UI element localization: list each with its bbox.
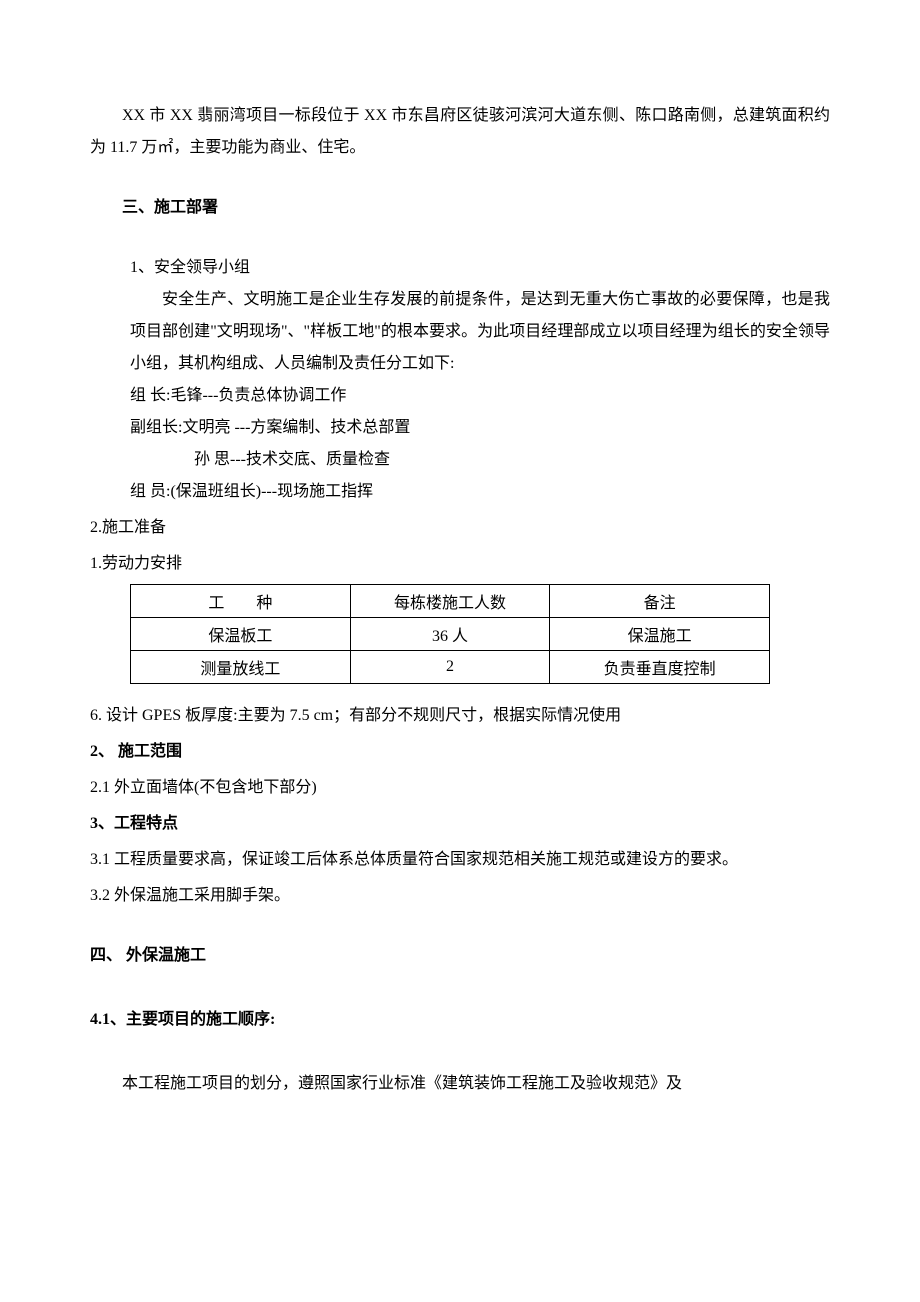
table-header-cell: 每栋楼施工人数 xyxy=(350,585,550,618)
s3-6-line: 6. 设计 GPES 板厚度:主要为 7.5 cm；有部分不规则尺寸，根据实际情… xyxy=(90,700,830,732)
labor-table: 工 种 每栋楼施工人数 备注 保温板工 36 人 保温施工 测量放线工 2 负责… xyxy=(130,584,770,684)
s2-title: 2、 施工范围 xyxy=(90,736,830,768)
table-header-cell: 备注 xyxy=(550,585,770,618)
s3-1-vice-leader-2: 孙 思---技术交底、质量检查 xyxy=(194,444,830,476)
table-row: 保温板工 36 人 保温施工 xyxy=(131,618,770,651)
table-cell: 测量放线工 xyxy=(131,651,351,684)
table-cell: 保温施工 xyxy=(550,618,770,651)
table-header-cell: 工 种 xyxy=(131,585,351,618)
table-cell: 36 人 xyxy=(350,618,550,651)
table-header-row: 工 种 每栋楼施工人数 备注 xyxy=(131,585,770,618)
s3-1-leader: 组 长:毛锋---负责总体协调工作 xyxy=(130,380,830,412)
s3-1-member: 组 员:(保温班组长)---现场施工指挥 xyxy=(130,476,830,508)
s3p-title: 3、工程特点 xyxy=(90,808,830,840)
s3p-2-line: 3.2 外保温施工采用脚手架。 xyxy=(90,880,830,912)
section-3-title: 三、施工部署 xyxy=(90,192,830,224)
s3-1-vice-leader: 副组长:文明亮 ---方案编制、技术总部置 xyxy=(130,412,830,444)
s4-1-paragraph: 本工程施工项目的划分，遵照国家行业标准《建筑装饰工程施工及验收规范》及 xyxy=(90,1068,830,1100)
s2-1-line: 2.1 外立面墙体(不包含地下部分) xyxy=(90,772,830,804)
s3p-1-line: 3.1 工程质量要求高，保证竣工后体系总体质量符合国家规范相关施工规范或建设方的… xyxy=(90,844,830,876)
s4-1-title: 4.1、主要项目的施工顺序: xyxy=(90,1004,830,1036)
table-cell: 保温板工 xyxy=(131,618,351,651)
s3-1-paragraph: 安全生产、文明施工是企业生存发展的前提条件，是达到无重大伤亡事故的必要保障，也是… xyxy=(130,284,830,380)
table-cell: 2 xyxy=(350,651,550,684)
s3-1-title: 1、安全领导小组 xyxy=(130,252,830,284)
table-row: 测量放线工 2 负责垂直度控制 xyxy=(131,651,770,684)
s3-2-title: 2.施工准备 xyxy=(90,512,830,544)
table-cell: 负责垂直度控制 xyxy=(550,651,770,684)
section-3-content: 1、安全领导小组 安全生产、文明施工是企业生存发展的前提条件，是达到无重大伤亡事… xyxy=(130,252,830,508)
s3-2-1-title: 1.劳动力安排 xyxy=(90,548,830,580)
section-4-title: 四、 外保温施工 xyxy=(90,940,830,972)
intro-paragraph: XX 市 XX 翡丽湾项目一标段位于 XX 市东昌府区徒骇河滨河大道东侧、陈口路… xyxy=(90,100,830,164)
